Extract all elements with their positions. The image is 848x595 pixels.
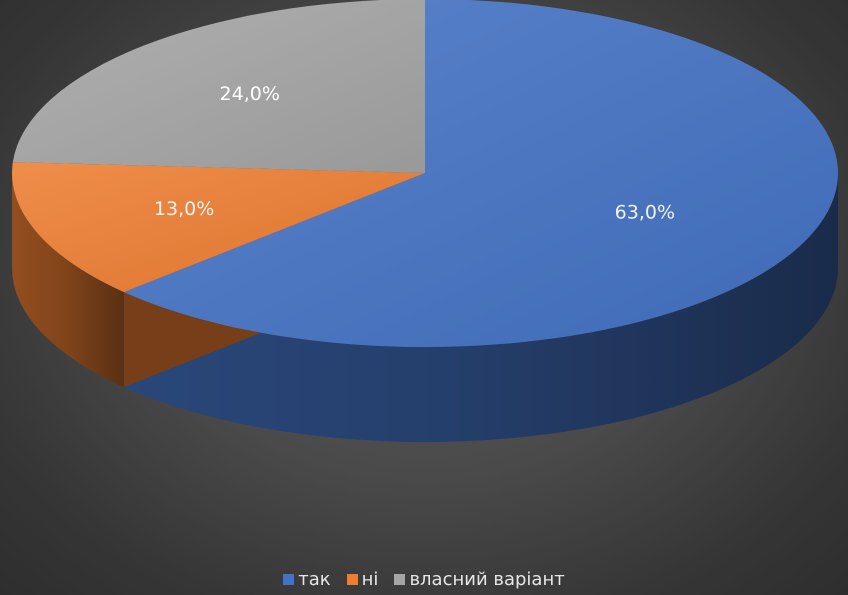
legend-label-ні: ні bbox=[361, 568, 379, 590]
data-label-власний варіант: 24,0% bbox=[220, 83, 280, 105]
pie-slice-власний варіант bbox=[12, 0, 425, 173]
legend-swatch-власний-варіант bbox=[394, 573, 406, 585]
data-label-ні: 13,0% bbox=[154, 198, 214, 220]
legend-label-так: так bbox=[298, 568, 331, 590]
pie-side-ні bbox=[12, 173, 124, 388]
legend-item-власний-варіант: власний варіант bbox=[394, 568, 565, 590]
legend-label-власний-варіант: власний варіант bbox=[409, 568, 565, 590]
pie-top-faces bbox=[12, 0, 838, 347]
legend-swatch-ні bbox=[346, 573, 358, 585]
legend-item-ні: ні bbox=[346, 568, 379, 590]
legend-swatch-так bbox=[283, 573, 295, 585]
data-label-так: 63,0% bbox=[615, 202, 675, 224]
pie-slice-ні bbox=[12, 162, 426, 293]
pie-data-labels: 63,0% 13,0% 24,0% bbox=[154, 83, 675, 224]
legend-item-так: так bbox=[283, 568, 331, 590]
pie-side-так bbox=[123, 173, 838, 443]
legend: так ні власний варіант bbox=[0, 567, 848, 591]
pie-slice-так bbox=[123, 0, 838, 347]
